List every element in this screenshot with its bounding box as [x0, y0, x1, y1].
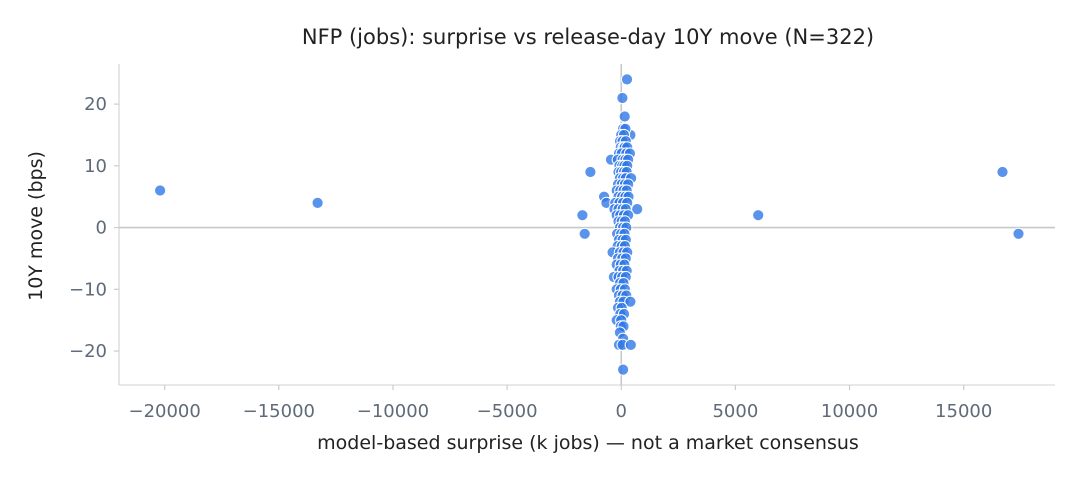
data-point [154, 184, 167, 197]
data-point [616, 91, 629, 105]
x-tick-label: 5000 [712, 401, 758, 422]
y-tick-label: 0 [96, 218, 107, 239]
data-point [1012, 227, 1025, 240]
x-tick-label: 10000 [821, 401, 878, 422]
data-point [617, 363, 630, 376]
y-axis-label: 10Y move (bps) [25, 151, 47, 301]
data-point [618, 110, 631, 123]
data-point [631, 203, 644, 216]
data-point [584, 165, 597, 179]
data-point [578, 227, 591, 240]
y-tick-label: 20 [84, 94, 107, 115]
x-tick-label: 0 [616, 401, 627, 422]
y-axis-ticks: −20 −10 0 10 20 [69, 94, 119, 362]
x-tick-label: −15000 [243, 401, 315, 422]
x-axis-label: model-based surprise (k jobs) — not a ma… [317, 432, 859, 454]
data-point [624, 338, 637, 351]
chart-title: NFP (jobs): surprise vs release-day 10Y … [302, 25, 874, 49]
data-point [996, 165, 1009, 179]
data-point [576, 209, 589, 222]
plot-area [118, 64, 1055, 386]
y-tick-label: 10 [84, 156, 107, 177]
x-tick-label: 15000 [935, 401, 992, 422]
x-axis-ticks: −20000 −15000 −10000 −5000 0 5000 10000 15000 [128, 385, 992, 422]
y-tick-label: −20 [69, 341, 107, 362]
x-tick-label: −20000 [128, 401, 200, 422]
data-point [752, 209, 765, 222]
reference-lines [119, 64, 1055, 385]
data-point [624, 295, 637, 308]
y-tick-label: −10 [69, 279, 107, 300]
x-tick-label: −5000 [477, 401, 538, 422]
x-tick-label: −10000 [357, 401, 429, 422]
data-points [154, 73, 1025, 376]
data-point [311, 196, 324, 209]
data-point [620, 73, 634, 86]
